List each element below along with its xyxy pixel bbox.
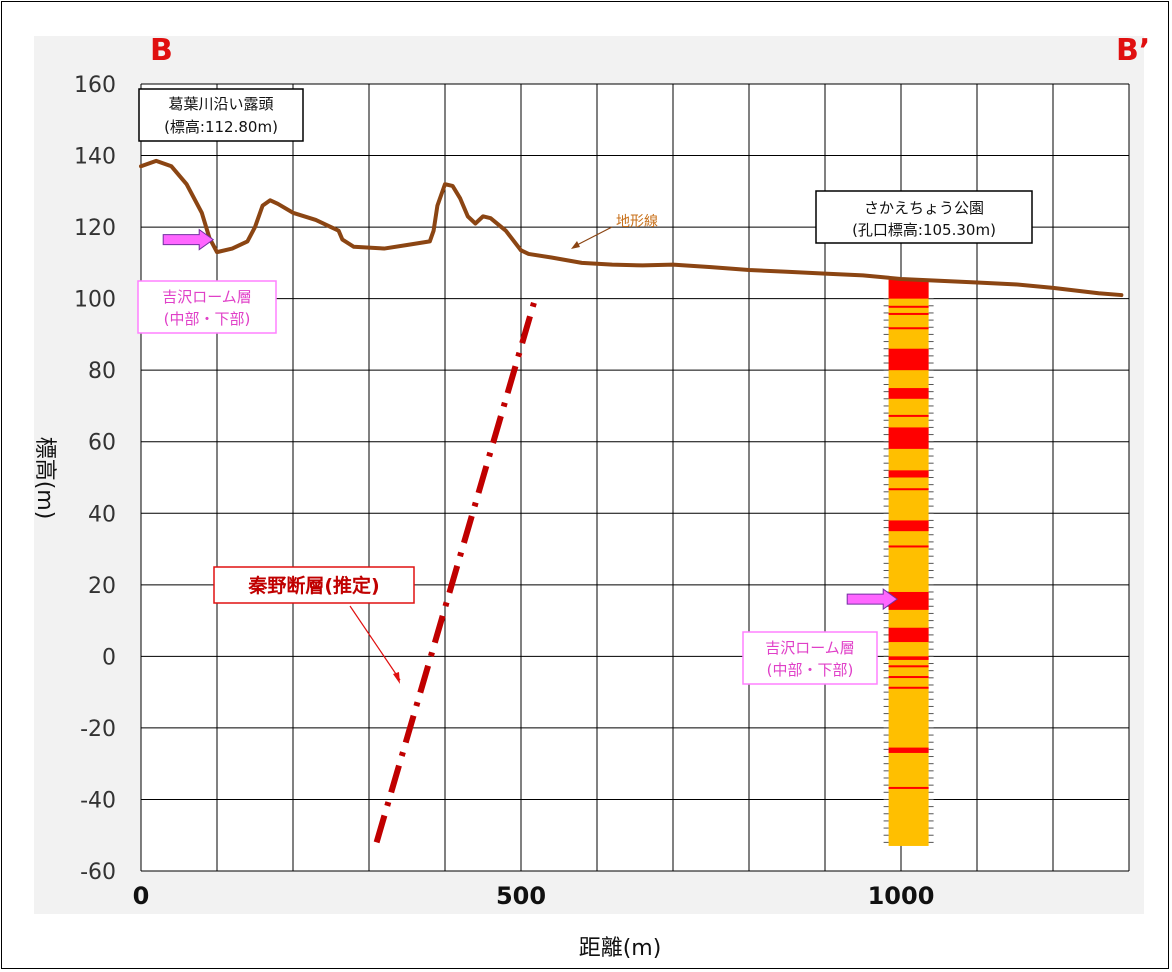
section-end-label: B’ — [1116, 33, 1150, 68]
borehole-column — [884, 280, 934, 846]
borehole-layer — [889, 748, 929, 753]
y-tick-label: 80 — [88, 359, 116, 384]
borehole-elevation: (孔口標高:105.30m) — [852, 221, 996, 239]
borehole-layer — [889, 470, 929, 477]
y-tick-label: 40 — [88, 502, 116, 527]
borehole-layer — [889, 280, 929, 299]
borehole-layer — [889, 415, 929, 417]
borehole-layer — [889, 545, 929, 547]
y-tick-label: -40 — [80, 788, 116, 813]
borehole-layer — [889, 687, 929, 689]
outcrop-elevation: (標高:112.80m) — [164, 118, 278, 136]
borehole-layer — [889, 488, 929, 490]
fault-label: 秦野断層(推定) — [247, 574, 379, 597]
y-tick-label: 160 — [74, 73, 116, 98]
borehole-layer — [889, 520, 929, 531]
borehole-layer — [889, 787, 929, 789]
topography-label: 地形線 — [616, 214, 658, 230]
borehole-layer — [889, 427, 929, 448]
loam-label-right-line1: 吉沢ローム層 — [765, 639, 855, 657]
borehole-title: さかえちょう公園 — [864, 199, 984, 217]
borehole-layer — [889, 327, 929, 329]
borehole-layer — [889, 656, 929, 660]
section-start-label: B — [150, 33, 173, 68]
borehole-layer — [889, 628, 929, 642]
y-axis-label: 標高(m) — [32, 437, 57, 520]
x-axis-label: 距離(m) — [579, 936, 662, 961]
y-tick-label: 60 — [88, 431, 116, 456]
y-tick-label: 0 — [102, 645, 116, 670]
borehole-layer — [889, 313, 929, 315]
x-tick-label: 0 — [133, 882, 150, 910]
x-tick-label: 500 — [496, 882, 546, 910]
borehole-layer — [889, 306, 929, 308]
borehole-layer — [889, 665, 929, 667]
outcrop-name: 葛葉川沿い露頭 — [168, 95, 273, 113]
y-tick-label: 140 — [74, 145, 116, 170]
borehole-layer — [889, 676, 929, 678]
loam-label-left: 吉沢ローム層 (中部・下部) — [138, 281, 276, 333]
loam-label-right: 吉沢ローム層 (中部・下部) — [743, 632, 877, 684]
x-tick-label: 1000 — [868, 882, 935, 910]
outcrop-label-box: 葛葉川沿い露頭 (標高:112.80m) — [139, 89, 303, 141]
loam-label-left-line1: 吉沢ローム層 — [162, 288, 252, 306]
borehole-layer — [889, 349, 929, 370]
y-tick-label: 120 — [74, 216, 116, 241]
y-tick-label: 100 — [74, 288, 116, 313]
fault-label-box: 秦野断層(推定) — [214, 567, 414, 603]
loam-label-right-line2: (中部・下部) — [767, 661, 854, 679]
y-tick-label: -20 — [80, 717, 116, 742]
borehole-label-box: さかえちょう公園 (孔口標高:105.30m) — [816, 191, 1032, 243]
loam-label-left-line2: (中部・下部) — [164, 310, 251, 328]
y-tick-label: -60 — [80, 860, 116, 885]
y-tick-label: 20 — [88, 574, 116, 599]
borehole-layer — [889, 388, 929, 399]
